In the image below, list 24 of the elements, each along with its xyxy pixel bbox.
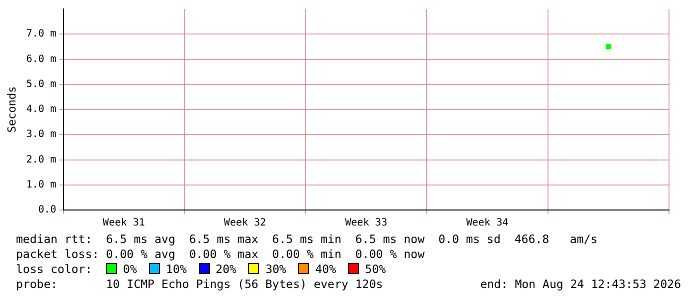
legend-label: 40%	[314, 262, 336, 276]
legend-label: 10%	[164, 262, 187, 276]
text: packet loss: 0.00 % avg 0.00 % max 0.00 % min 0.00 % now	[16, 247, 426, 262]
y-tick-label: 2.0 m	[26, 154, 56, 166]
legend-label: 50%	[364, 262, 386, 276]
y-tick-label: 5.0 m	[26, 78, 56, 90]
x-tick-label: Week 34	[466, 218, 508, 229]
y-tick-label: 3.0 m	[26, 129, 56, 140]
legend-title: loss color:	[16, 262, 92, 276]
x-tick-label: Week 33	[345, 218, 388, 229]
y-axis-title: Seconds	[5, 86, 18, 133]
x-tick-label: Week 32	[224, 218, 266, 229]
legend-label: 30%	[264, 262, 286, 276]
y-tick-label: 0.0	[38, 204, 56, 216]
text: end: Mon Aug 24 12:43:53 2026	[480, 277, 681, 292]
text: probe: 10 ICMP Echo Pings (56 Bytes) every 120s	[16, 277, 383, 291]
x-tick-label: Week 31	[102, 218, 145, 229]
legend-label: 0%	[122, 262, 137, 276]
legend-label: 20%	[214, 262, 236, 276]
y-tick-label: 6.0 m	[26, 54, 56, 65]
y-tick-label: 1.0 m	[26, 179, 56, 190]
y-tick-label: 4.0 m	[26, 104, 56, 116]
y-tick-label: 7.0 m	[26, 28, 56, 40]
text: median rtt: 6.5 ms avg 6.5 ms max 6.5 ms min 6.5 ms now 0.0 ms sd 466.8 am/s	[16, 232, 599, 247]
